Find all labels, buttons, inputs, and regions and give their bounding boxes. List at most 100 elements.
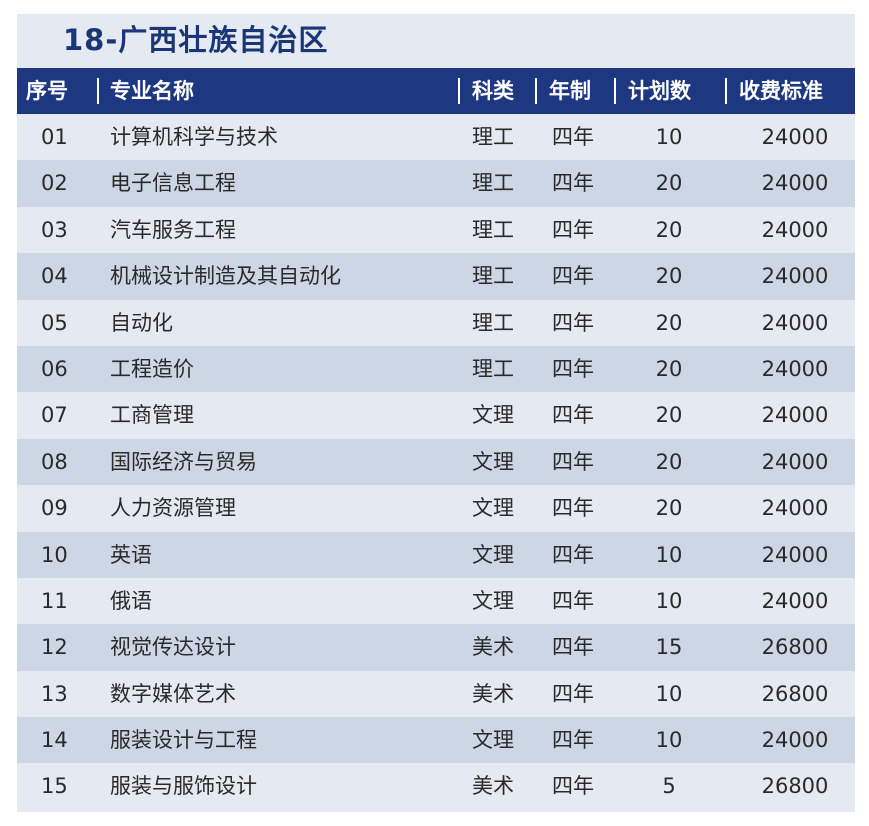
cell-name: 视觉传达设计 <box>110 635 236 660</box>
cell-type: 美术 <box>472 774 514 799</box>
cell-plan: 20 <box>655 310 683 335</box>
cell-years: 四年 <box>552 403 594 428</box>
cell-years: 四年 <box>552 588 594 613</box>
table-body: 01 计算机科学与技术 理工 四年 10 24000 02 电子信息工程 理工 四年 20 24000… <box>17 114 855 810</box>
cell-years: 四年 <box>552 681 594 706</box>
cell-fee: 24000 <box>761 403 829 428</box>
cell-plan: 5 <box>662 774 676 799</box>
table-row: 14 服装设计与工程 文理 四年 10 24000 <box>17 717 855 764</box>
cell-no: 05 <box>41 310 68 335</box>
header-fee: 收费标准 <box>739 79 823 103</box>
cell-years: 四年 <box>552 125 594 149</box>
table-header: 序号 专业名称 科类 年制 计划数 收费标准 <box>17 68 855 114</box>
cell-fee: 24000 <box>761 356 829 381</box>
cell-fee: 26800 <box>761 681 829 706</box>
cell-name: 自动化 <box>110 310 173 335</box>
table-row: 13 数字媒体艺术 美术 四年 10 26800 <box>17 670 855 718</box>
cell-plan: 20 <box>655 403 683 428</box>
cell-plan: 20 <box>655 264 683 289</box>
cell-no: 07 <box>41 403 68 428</box>
table-row: 05 自动化 理工 四年 20 24000 <box>17 299 855 346</box>
cell-name: 英语 <box>110 542 152 567</box>
header-separator <box>97 78 99 104</box>
cell-years: 四年 <box>552 217 594 242</box>
cell-years: 四年 <box>552 728 594 753</box>
header-type: 科类 <box>472 79 514 103</box>
table-row: 09 人力资源管理 文理 四年 20 24000 <box>17 485 855 532</box>
cell-no: 10 <box>41 542 68 567</box>
cell-plan: 20 <box>655 356 683 381</box>
cell-no: 11 <box>41 588 68 613</box>
cell-no: 08 <box>41 449 68 474</box>
cell-plan: 10 <box>655 728 683 753</box>
cell-fee: 24000 <box>761 496 829 521</box>
cell-type: 文理 <box>472 588 514 613</box>
cell-no: 04 <box>41 264 68 289</box>
table-row: 11 俄语 文理 四年 10 24000 <box>17 577 855 625</box>
table-row: 07 工商管理 文理 四年 20 24000 <box>17 392 855 439</box>
cell-years: 四年 <box>552 310 594 335</box>
cell-type: 理工 <box>472 264 514 289</box>
cell-plan: 20 <box>655 496 683 521</box>
cell-name: 工商管理 <box>110 403 194 428</box>
cell-no: 01 <box>41 125 68 149</box>
table-row: 04 机械设计制造及其自动化 理工 四年 20 24000 <box>17 253 855 300</box>
cell-no: 06 <box>41 356 68 381</box>
cell-fee: 24000 <box>761 310 829 335</box>
cell-years: 四年 <box>552 635 594 660</box>
cell-name: 计算机科学与技术 <box>110 125 278 149</box>
cell-no: 12 <box>41 635 68 660</box>
cell-years: 四年 <box>552 264 594 289</box>
table-row: 12 视觉传达设计 美术 四年 15 26800 <box>17 624 855 671</box>
cell-fee: 24000 <box>761 728 829 753</box>
cell-no: 13 <box>41 681 68 706</box>
cell-plan: 10 <box>655 681 683 706</box>
header-no: 序号 <box>26 79 68 103</box>
page-title: 18-广西壮族自治区 <box>63 23 329 57</box>
cell-fee: 24000 <box>761 542 829 567</box>
header-years: 年制 <box>549 79 591 103</box>
header-plan: 计划数 <box>628 79 691 103</box>
cell-name: 服装设计与工程 <box>110 728 257 753</box>
cell-fee: 26800 <box>761 635 829 660</box>
cell-plan: 10 <box>655 542 683 567</box>
header-separator <box>458 78 460 104</box>
cell-type: 美术 <box>472 635 514 660</box>
cell-fee: 24000 <box>761 449 829 474</box>
cell-years: 四年 <box>552 496 594 521</box>
table-row: 08 国际经济与贸易 文理 四年 20 24000 <box>17 438 855 486</box>
cell-name: 数字媒体艺术 <box>110 681 236 706</box>
cell-type: 理工 <box>472 125 514 149</box>
table-row: 03 汽车服务工程 理工 四年 20 24000 <box>17 206 855 254</box>
cell-plan: 10 <box>655 588 683 613</box>
cell-years: 四年 <box>552 449 594 474</box>
cell-no: 02 <box>41 171 68 196</box>
header-separator <box>535 78 537 104</box>
cell-plan: 20 <box>655 217 683 242</box>
table-row: 02 电子信息工程 理工 四年 20 24000 <box>17 160 855 207</box>
table-row: 10 英语 文理 四年 10 24000 <box>17 531 855 578</box>
cell-name: 服装与服饰设计 <box>110 774 257 799</box>
cell-fee: 24000 <box>761 588 829 613</box>
cell-plan: 15 <box>655 635 683 660</box>
cell-fee: 26800 <box>761 774 829 799</box>
cell-fee: 24000 <box>761 171 829 196</box>
cell-name: 工程造价 <box>110 356 194 381</box>
cell-no: 15 <box>41 774 68 799</box>
cell-name: 国际经济与贸易 <box>110 449 257 474</box>
cell-type: 理工 <box>472 356 514 381</box>
cell-type: 文理 <box>472 403 514 428</box>
cell-name: 人力资源管理 <box>110 496 236 521</box>
cell-type: 理工 <box>472 217 514 242</box>
header-name: 专业名称 <box>110 79 194 103</box>
cell-years: 四年 <box>552 171 594 196</box>
cell-name: 汽车服务工程 <box>110 217 236 242</box>
cell-name: 俄语 <box>110 588 152 613</box>
cell-fee: 24000 <box>761 217 829 242</box>
cell-type: 文理 <box>472 728 514 753</box>
cell-plan: 20 <box>655 449 683 474</box>
cell-years: 四年 <box>552 542 594 567</box>
cell-plan: 20 <box>655 171 683 196</box>
cell-fee: 24000 <box>761 264 829 289</box>
cell-type: 文理 <box>472 496 514 521</box>
